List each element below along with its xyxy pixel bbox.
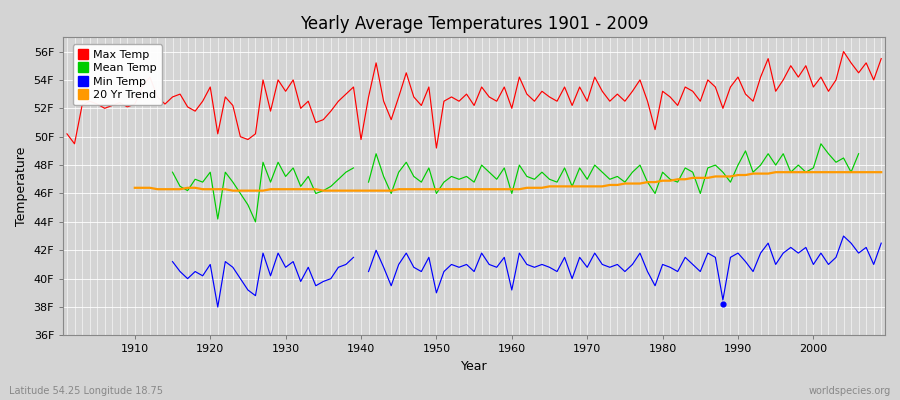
Point <box>716 301 730 307</box>
Y-axis label: Temperature: Temperature <box>15 147 28 226</box>
Title: Yearly Average Temperatures 1901 - 2009: Yearly Average Temperatures 1901 - 2009 <box>300 15 648 33</box>
Legend: Max Temp, Mean Temp, Min Temp, 20 Yr Trend: Max Temp, Mean Temp, Min Temp, 20 Yr Tre… <box>73 44 162 106</box>
Text: worldspecies.org: worldspecies.org <box>809 386 891 396</box>
Text: Latitude 54.25 Longitude 18.75: Latitude 54.25 Longitude 18.75 <box>9 386 163 396</box>
X-axis label: Year: Year <box>461 360 488 373</box>
